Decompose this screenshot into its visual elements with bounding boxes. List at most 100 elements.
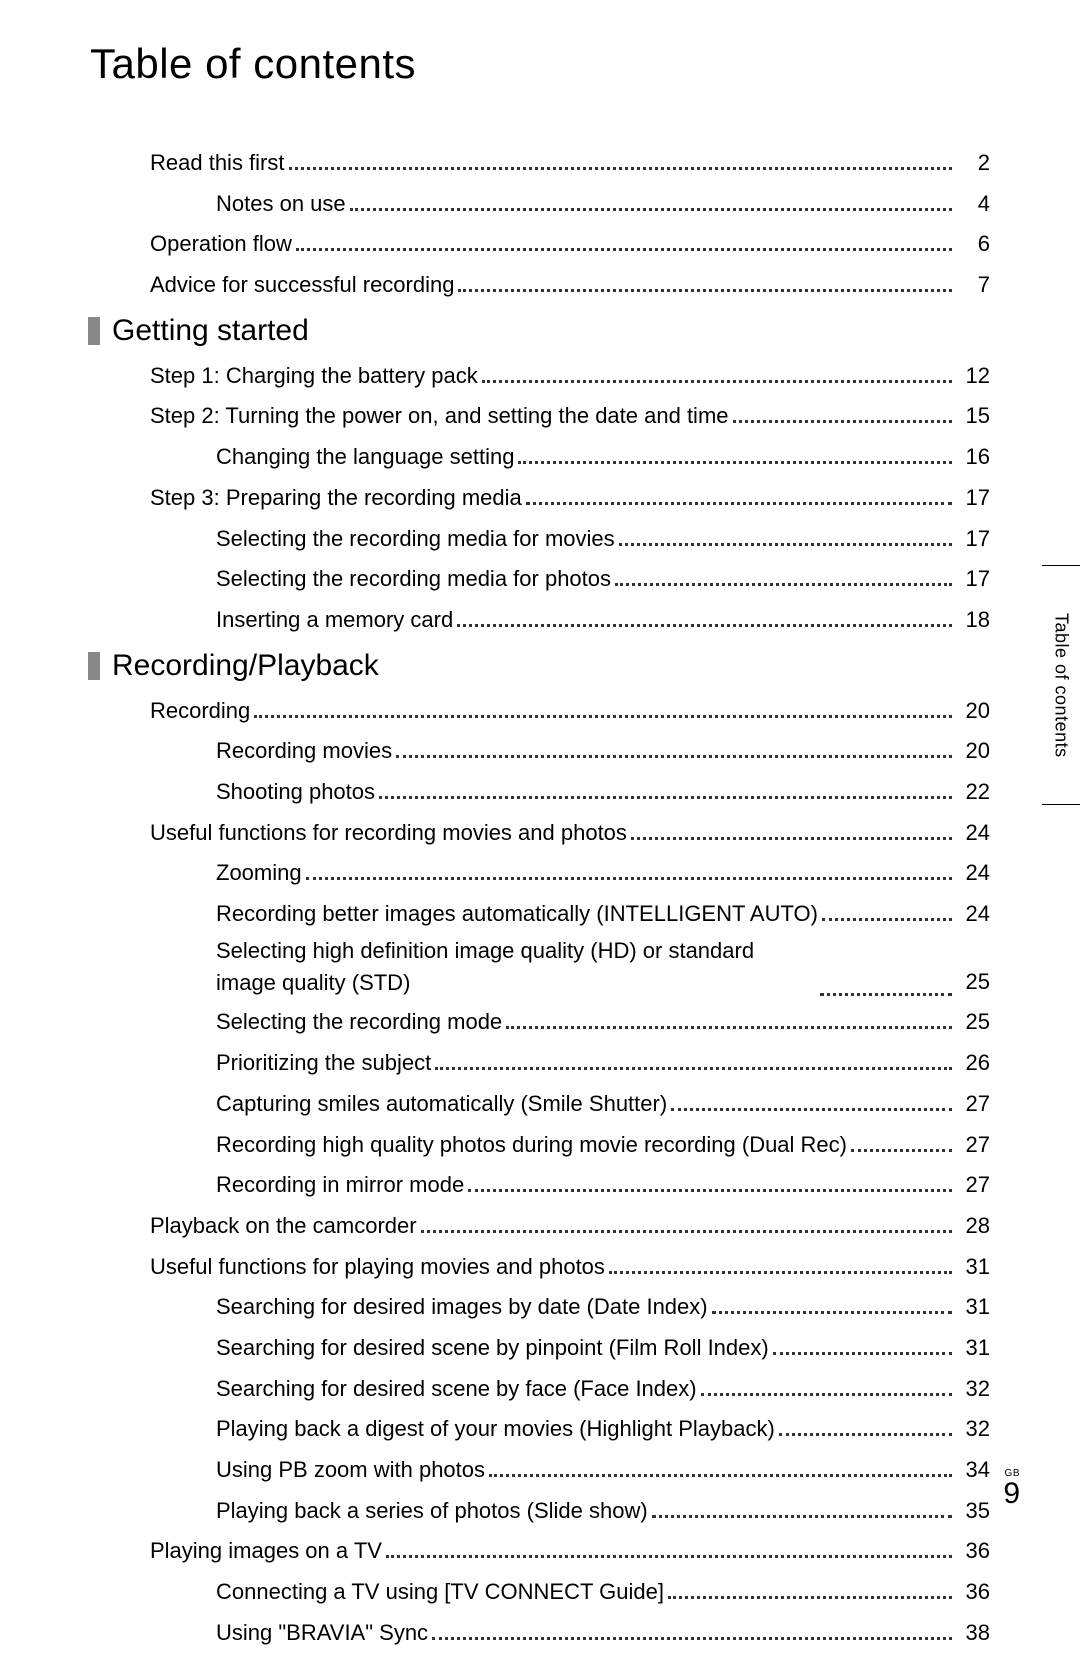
toc-entry[interactable]: Inserting a memory card18 — [150, 600, 990, 641]
toc-entry[interactable]: Recording in mirror mode27 — [150, 1165, 990, 1206]
toc-entry-label: Playback on the camcorder — [150, 1206, 417, 1247]
dot-leader — [619, 543, 952, 546]
toc-entry[interactable]: Selecting the recording mode 25 — [150, 1002, 990, 1043]
dot-leader — [733, 420, 953, 423]
toc-entry-label: Selecting the recording media for photos — [216, 559, 611, 600]
toc-entry-label: Operation flow — [150, 224, 292, 265]
dot-leader — [296, 248, 952, 251]
toc-entry-label: Searching for desired scene by pinpoint … — [216, 1328, 769, 1369]
toc-entry[interactable]: Step 1: Charging the battery pack 12 — [150, 356, 990, 397]
toc-entry-label: Shooting photos — [216, 772, 375, 813]
toc-sections: Getting started Step 1: Charging the batt… — [90, 314, 990, 1653]
toc-entry-page: 27 — [956, 1084, 990, 1125]
toc-entry-label: Notes on use — [216, 184, 346, 225]
toc-entry[interactable]: Selecting the recording media for photos… — [150, 559, 990, 600]
toc-entry-label: Useful functions for playing movies and … — [150, 1247, 605, 1288]
toc-entry[interactable]: Selecting high definition image quality … — [150, 935, 990, 1003]
dot-leader — [851, 1149, 952, 1152]
toc-entry-page: 12 — [956, 356, 990, 397]
toc-entry[interactable]: Step 3: Preparing the recording media17 — [150, 478, 990, 519]
toc-entry-label: Capturing smiles automatically (Smile Sh… — [216, 1084, 667, 1125]
toc-entry[interactable]: Operation flow6 — [150, 224, 990, 265]
toc-entry[interactable]: Shooting photos 22 — [150, 772, 990, 813]
dot-leader — [468, 1189, 952, 1192]
toc-entry-label: Step 3: Preparing the recording media — [150, 478, 522, 519]
toc-entry[interactable]: Playing images on a TV36 — [150, 1531, 990, 1572]
dot-leader — [631, 837, 952, 840]
section-title: Getting started — [112, 314, 309, 348]
toc-entry[interactable]: Playing back a digest of your movies (Hi… — [150, 1409, 990, 1450]
dot-leader — [396, 755, 952, 758]
toc-entry-page: 31 — [956, 1287, 990, 1328]
toc-entry[interactable]: Recording movies20 — [150, 731, 990, 772]
toc-entry[interactable]: Selecting the recording media for movies… — [150, 519, 990, 560]
toc-entry-label: Playing back a digest of your movies (Hi… — [216, 1409, 775, 1450]
section-header: Getting started — [90, 314, 990, 348]
dot-leader — [458, 289, 952, 292]
toc-entry-page: 22 — [956, 772, 990, 813]
dot-leader — [306, 877, 952, 880]
toc-entry-label: Step 2: Turning the power on, and settin… — [150, 396, 729, 437]
toc-entry[interactable]: Using "BRAVIA" Sync38 — [150, 1613, 990, 1653]
toc-entry[interactable]: Notes on use 4 — [150, 184, 990, 225]
dot-leader — [379, 796, 952, 799]
toc-entry-label: Recording — [150, 691, 250, 732]
toc-entry-label: Prioritizing the subject — [216, 1043, 431, 1084]
toc-entry-label: Playing images on a TV — [150, 1531, 382, 1572]
page-title: Table of contents — [90, 40, 990, 88]
toc-entry-page: 25 — [956, 1002, 990, 1043]
toc-entry[interactable]: Step 2: Turning the power on, and settin… — [150, 396, 990, 437]
page-number: 9 — [1003, 1479, 1020, 1509]
toc-entry-label: Searching for desired scene by face (Fac… — [216, 1369, 697, 1410]
dot-leader — [421, 1230, 952, 1233]
dot-leader — [615, 583, 952, 586]
toc-entry-page: 17 — [956, 519, 990, 560]
toc-entry[interactable]: Searching for desired scene by pinpoint … — [150, 1328, 990, 1369]
toc-entry-page: 26 — [956, 1043, 990, 1084]
toc-entry[interactable]: Useful functions for recording movies an… — [150, 813, 990, 854]
toc-entry[interactable]: Using PB zoom with photos34 — [150, 1450, 990, 1491]
toc-entry-label: Selecting the recording media for movies — [216, 519, 615, 560]
toc-entry-page: 31 — [956, 1247, 990, 1288]
dot-leader — [671, 1108, 952, 1111]
dot-leader — [779, 1433, 952, 1436]
toc-entry[interactable]: Advice for successful recording7 — [150, 265, 990, 306]
dot-leader — [482, 380, 952, 383]
toc-entry-label: Recording in mirror mode — [216, 1165, 464, 1206]
toc-entry[interactable]: Changing the language setting16 — [150, 437, 990, 478]
toc-entry-label: Read this first — [150, 143, 285, 184]
toc-entry-label: Step 1: Charging the battery pack — [150, 356, 478, 397]
toc-entry-label: Useful functions for recording movies an… — [150, 813, 627, 854]
page-footer: GB 9 — [1003, 1468, 1020, 1509]
toc-entry[interactable]: Recording high quality photos during mov… — [150, 1125, 990, 1166]
toc-entry[interactable]: Recording better images automatically (I… — [150, 894, 990, 935]
toc-entry[interactable]: Prioritizing the subject 26 — [150, 1043, 990, 1084]
toc-entry-page: 20 — [956, 731, 990, 772]
toc-entry[interactable]: Searching for desired images by date (Da… — [150, 1287, 990, 1328]
toc-entry-label: Recording high quality photos during mov… — [216, 1125, 847, 1166]
toc-entry[interactable]: Playing back a series of photos (Slide s… — [150, 1491, 990, 1532]
toc-entry-label: Zooming — [216, 853, 302, 894]
toc-entry[interactable]: Zooming 24 — [150, 853, 990, 894]
side-tab-label: Table of contents — [1051, 613, 1072, 758]
toc-entry[interactable]: Recording20 — [150, 691, 990, 732]
section-title: Recording/Playback — [112, 649, 379, 683]
toc-entry-page: 15 — [956, 396, 990, 437]
toc-entry[interactable]: Playback on the camcorder 28 — [150, 1206, 990, 1247]
toc-entry[interactable]: Useful functions for playing movies and … — [150, 1247, 990, 1288]
toc-entry-label: Using "BRAVIA" Sync — [216, 1613, 428, 1653]
toc-entry[interactable]: Searching for desired scene by face (Fac… — [150, 1369, 990, 1410]
toc-entry[interactable]: Read this first2 — [150, 143, 990, 184]
toc-entry-label: Searching for desired images by date (Da… — [216, 1287, 708, 1328]
toc-entry-label: Selecting the recording mode — [216, 1002, 502, 1043]
toc-entry-page: 34 — [956, 1450, 990, 1491]
toc-entry-page: 24 — [956, 853, 990, 894]
toc-entry[interactable]: Capturing smiles automatically (Smile Sh… — [150, 1084, 990, 1125]
toc-entry-label: Advice for successful recording — [150, 265, 454, 306]
section-marker-icon — [88, 317, 100, 345]
toc-entry-page: 28 — [956, 1206, 990, 1247]
dot-leader — [254, 715, 952, 718]
toc-entry[interactable]: Connecting a TV using [TV CONNECT Guide]… — [150, 1572, 990, 1613]
toc-entry-page: 4 — [956, 184, 990, 225]
toc-entry-label: Selecting high definition image quality … — [216, 935, 816, 1003]
